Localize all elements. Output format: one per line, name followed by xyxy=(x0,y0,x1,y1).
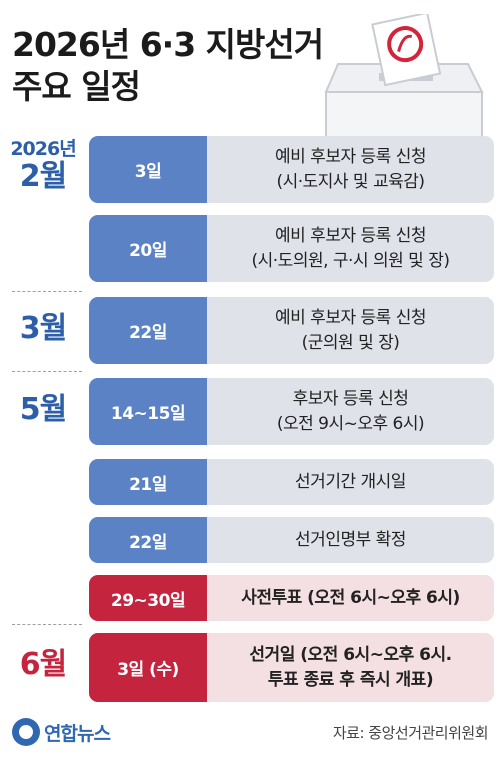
schedule-row-election-day: 3일 (수) 선거일 (오전 6시~오후 6시. 투표 종료 후 즉시 개표) xyxy=(89,633,494,702)
schedule-row: 14~15일 후보자 등록 신청 (오전 9시~오후 6시) xyxy=(89,378,494,445)
description-line-1: 사전투표 (오전 6시~오후 6시) xyxy=(241,587,460,608)
month-text: 5월 xyxy=(19,392,67,427)
description-line-2: (오전 9시~오후 6시) xyxy=(276,413,425,434)
schedule-description: 예비 후보자 등록 신청 (시·도지사 및 교육감) xyxy=(207,136,494,203)
month-separator xyxy=(12,624,82,625)
schedule-row: 22일 선거인명부 확정 xyxy=(89,517,494,563)
month-label-mar: 3월 xyxy=(4,312,82,346)
description-line-1: 선거기간 개시일 xyxy=(295,471,406,492)
yonhap-logo-icon xyxy=(12,718,40,746)
month-label-feb: 2026년 2월 xyxy=(4,138,82,194)
description-line-2: (군의원 및 장) xyxy=(301,332,400,353)
schedule-row: 22일 예비 후보자 등록 신청 (군의원 및 장) xyxy=(89,297,494,364)
date-pill: 22일 xyxy=(89,517,207,563)
description-line-1: 선거일 (오전 6시~오후 6시. xyxy=(249,644,452,665)
month-separator xyxy=(12,291,82,292)
date-pill: 14~15일 xyxy=(89,378,207,445)
schedule-description: 예비 후보자 등록 신청 (시·도의원, 구·시 의원 및 장) xyxy=(207,215,494,282)
date-pill: 22일 xyxy=(89,297,207,364)
month-label-may: 5월 xyxy=(4,393,82,427)
title-line-1: 2026년 6·3 지방선거 xyxy=(12,25,324,64)
month-text: 3월 xyxy=(19,311,67,346)
description-line-1: 예비 후보자 등록 신청 xyxy=(275,146,426,167)
schedule-row: 20일 예비 후보자 등록 신청 (시·도의원, 구·시 의원 및 장) xyxy=(89,215,494,282)
logo-text: 연합뉴스 xyxy=(44,722,111,745)
description-line-2: (시·도의원, 구·시 의원 및 장) xyxy=(251,250,451,271)
date-pill: 29~30일 xyxy=(89,575,207,621)
month-separator xyxy=(12,371,82,372)
description-line-1: 예비 후보자 등록 신청 xyxy=(275,225,426,246)
date-pill: 20일 xyxy=(89,215,207,282)
schedule-description: 선거일 (오전 6시~오후 6시. 투표 종료 후 즉시 개표) xyxy=(207,633,494,702)
schedule-row: 3일 예비 후보자 등록 신청 (시·도지사 및 교육감) xyxy=(89,136,494,203)
month-text: 6월 xyxy=(19,647,67,682)
description-line-1: 예비 후보자 등록 신청 xyxy=(275,307,426,328)
schedule-description: 후보자 등록 신청 (오전 9시~오후 6시) xyxy=(207,378,494,445)
month-label-jun: 6월 xyxy=(4,648,82,682)
source-credit: 자료: 중앙선거관리위원회 xyxy=(332,724,489,742)
schedule-description: 사전투표 (오전 6시~오후 6시) xyxy=(207,575,494,621)
description-line-2: (시·도지사 및 교육감) xyxy=(276,171,425,192)
schedule-description: 선거인명부 확정 xyxy=(207,517,494,563)
schedule-description: 선거기간 개시일 xyxy=(207,459,494,505)
date-pill: 3일 (수) xyxy=(89,633,207,702)
schedule-row-early-voting: 29~30일 사전투표 (오전 6시~오후 6시) xyxy=(89,575,494,621)
page-title: 2026년 6·3 지방선거 주요 일정 xyxy=(12,24,324,108)
schedule-description: 예비 후보자 등록 신청 (군의원 및 장) xyxy=(207,297,494,364)
month-text: 2월 xyxy=(19,159,67,194)
description-line-1: 후보자 등록 신청 xyxy=(292,388,409,409)
year-label: 2026년 xyxy=(10,138,76,160)
yonhap-logo: 연합뉴스 xyxy=(12,718,111,746)
ballot-box-icon xyxy=(324,14,484,141)
date-pill: 3일 xyxy=(89,136,207,203)
date-pill: 21일 xyxy=(89,459,207,505)
schedule-row: 21일 선거기간 개시일 xyxy=(89,459,494,505)
title-line-2: 주요 일정 xyxy=(12,67,141,106)
description-line-2: 투표 종료 후 즉시 개표) xyxy=(267,669,434,690)
description-line-1: 선거인명부 확정 xyxy=(295,529,406,550)
